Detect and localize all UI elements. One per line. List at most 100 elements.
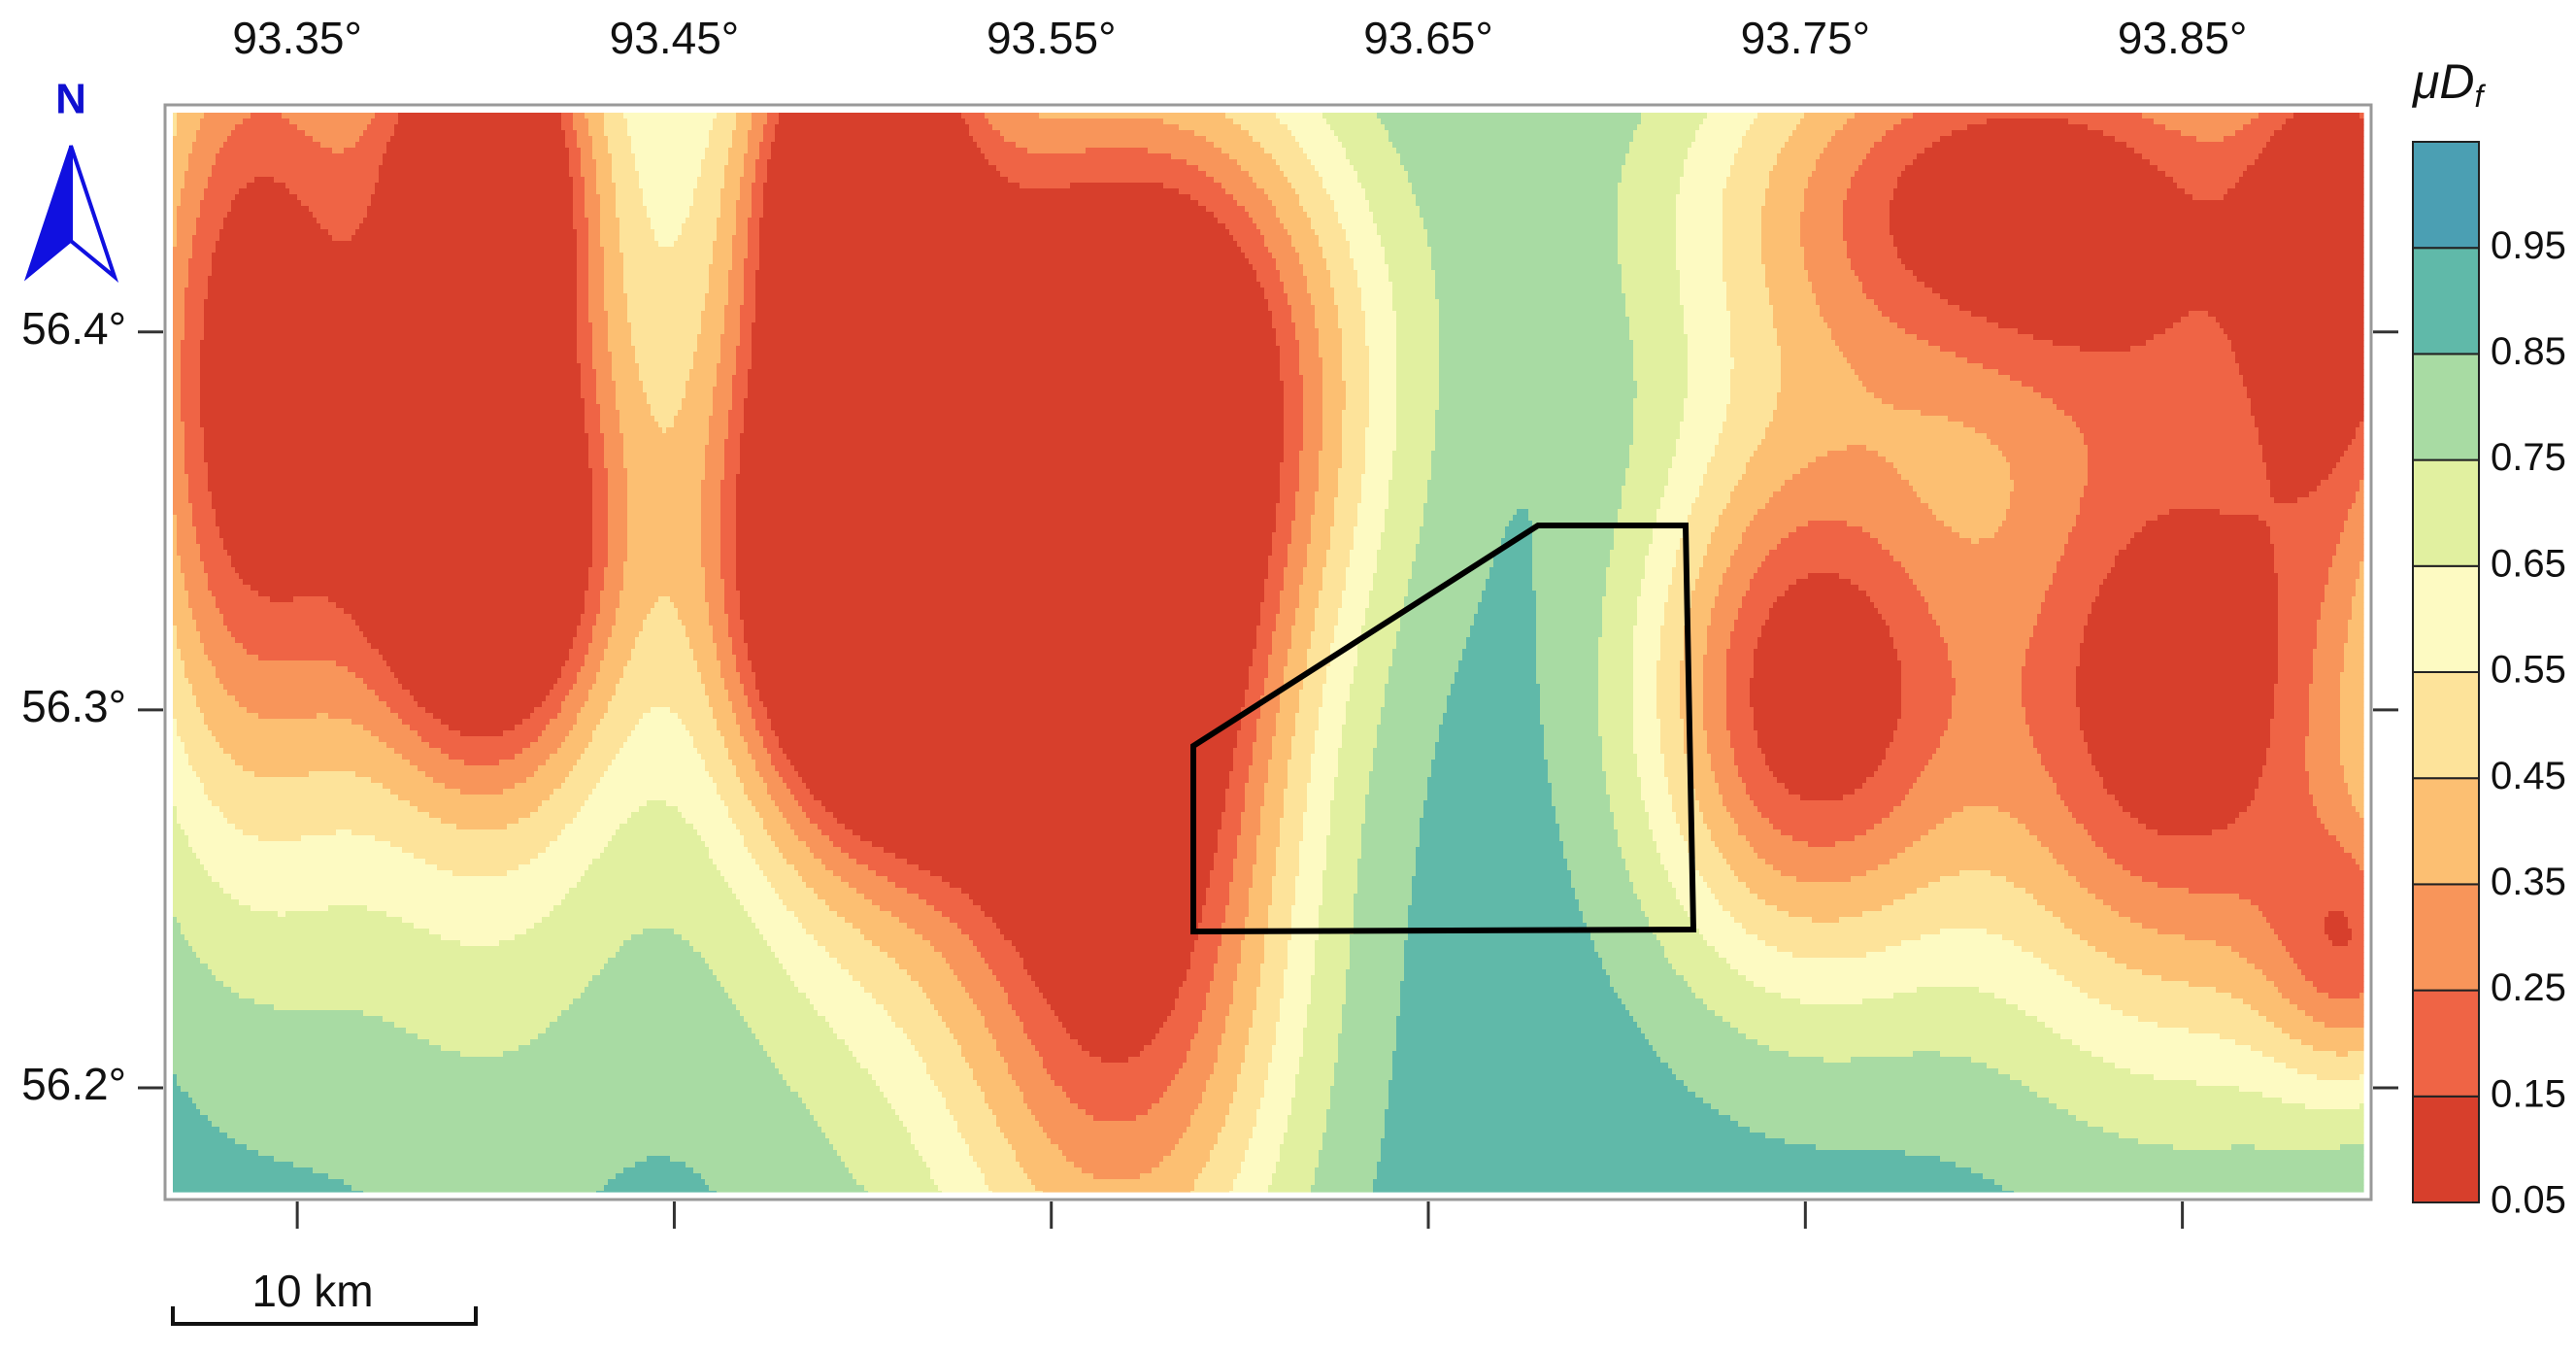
contour-band: [1365, 462, 1393, 469]
contour-band: [2270, 532, 2341, 539]
contour-band: [1233, 754, 1254, 761]
contour-band: [1315, 305, 1339, 312]
contour-band: [592, 497, 609, 504]
contour-band: [1901, 684, 1957, 691]
contour-band: [219, 148, 333, 154]
contour-band: [1315, 742, 1343, 749]
contour-band: [1556, 818, 1615, 825]
contour-band: [818, 824, 846, 830]
contour-band: [717, 719, 737, 726]
contour-band: [577, 328, 593, 335]
contour-band: [173, 742, 185, 749]
contour-band: [748, 847, 780, 854]
contour-band: [216, 672, 356, 679]
contour-band: [1820, 153, 1867, 160]
contour-band: [1948, 649, 2026, 656]
contour-band: [398, 795, 551, 801]
contour-band: [1746, 526, 1797, 533]
contour-band: [394, 1022, 551, 1029]
contour-band: [243, 829, 337, 836]
contour-band: [1350, 964, 1405, 970]
contour-band: [608, 637, 636, 644]
contour-band: [849, 853, 896, 860]
contour-band: [786, 905, 830, 912]
contour-band: [452, 870, 508, 877]
contour-band: [235, 824, 457, 830]
contour-band: [1330, 282, 1358, 288]
contour-band: [1322, 398, 1347, 405]
contour-band: [2076, 684, 2275, 691]
contour-band: [806, 993, 873, 999]
contour-band: [1656, 701, 1681, 708]
contour-band: [596, 725, 636, 731]
contour-band: [2053, 398, 2252, 405]
contour-band: [1796, 124, 1844, 131]
contour-band: [1684, 526, 1716, 533]
contour-band: [1354, 899, 1413, 906]
contour-band: [550, 841, 609, 848]
contour-band: [1342, 1016, 1397, 1023]
contour-band: [1757, 509, 1933, 516]
contour-band: [1668, 870, 1700, 877]
contour-band: [1598, 695, 1634, 702]
contour-band: [1303, 829, 1331, 836]
contour-band: [386, 701, 418, 708]
contour-band: [1280, 369, 1300, 376]
contour-band: [441, 719, 523, 726]
contour-band: [1866, 445, 1999, 452]
contour-band: [188, 754, 232, 761]
contour-band: [173, 812, 178, 819]
contour-band: [1400, 620, 1475, 626]
contour-band: [1866, 870, 1960, 877]
contour-band: [1431, 258, 1619, 265]
contour-band: [779, 958, 838, 964]
contour-band: [930, 940, 974, 947]
contour-band: [1311, 975, 1347, 982]
contour-band: [1777, 544, 1883, 551]
contour-band: [600, 853, 710, 860]
contour-band: [1303, 1028, 1343, 1034]
contour-band: [2305, 754, 2341, 761]
contour-band: [2084, 433, 2259, 440]
contour-band: [946, 958, 986, 964]
contour-band: [868, 1068, 927, 1075]
contour-band: [573, 818, 628, 825]
contour-band: [709, 427, 729, 434]
contour-band: [1284, 684, 1304, 691]
contour-band: [845, 824, 1222, 830]
contour-band: [173, 247, 193, 254]
contour-band: [173, 165, 189, 172]
contour-band: [1369, 363, 1397, 370]
contour-band: [550, 719, 578, 726]
contour-band: [1253, 748, 1273, 755]
contour-band: [1276, 1033, 1304, 1040]
contour-band: [961, 929, 1001, 935]
contour-band: [705, 468, 725, 475]
contour-band: [1695, 795, 1723, 801]
contour-band: [1618, 183, 1681, 189]
contour-band: [798, 870, 834, 877]
contour-band: [418, 765, 539, 772]
contour-band: [2235, 183, 2364, 189]
contour-band: [1719, 952, 1793, 959]
contour-band: [1319, 602, 1343, 609]
contour-band: [2088, 462, 2267, 469]
contour-band: [546, 725, 574, 731]
contour-band: [1272, 899, 1296, 906]
contour-band: [1229, 1004, 1257, 1011]
contour-band: [2158, 165, 2248, 172]
contour-band: [1260, 229, 1288, 236]
contour-band: [2313, 655, 2345, 661]
contour-band: [1377, 561, 1413, 568]
contour-band: [173, 771, 197, 778]
contour-band: [1369, 346, 1397, 353]
contour-band: [1276, 864, 1300, 871]
contour-band: [2088, 620, 2279, 626]
contour-band: [1695, 1092, 2038, 1099]
contour-band: [1633, 410, 1685, 417]
contour-band: [1264, 288, 1285, 294]
contour-band: [1218, 946, 1242, 953]
contour-band: [1369, 789, 1428, 795]
contour-band: [915, 929, 962, 935]
contour-band: [1280, 352, 1300, 358]
